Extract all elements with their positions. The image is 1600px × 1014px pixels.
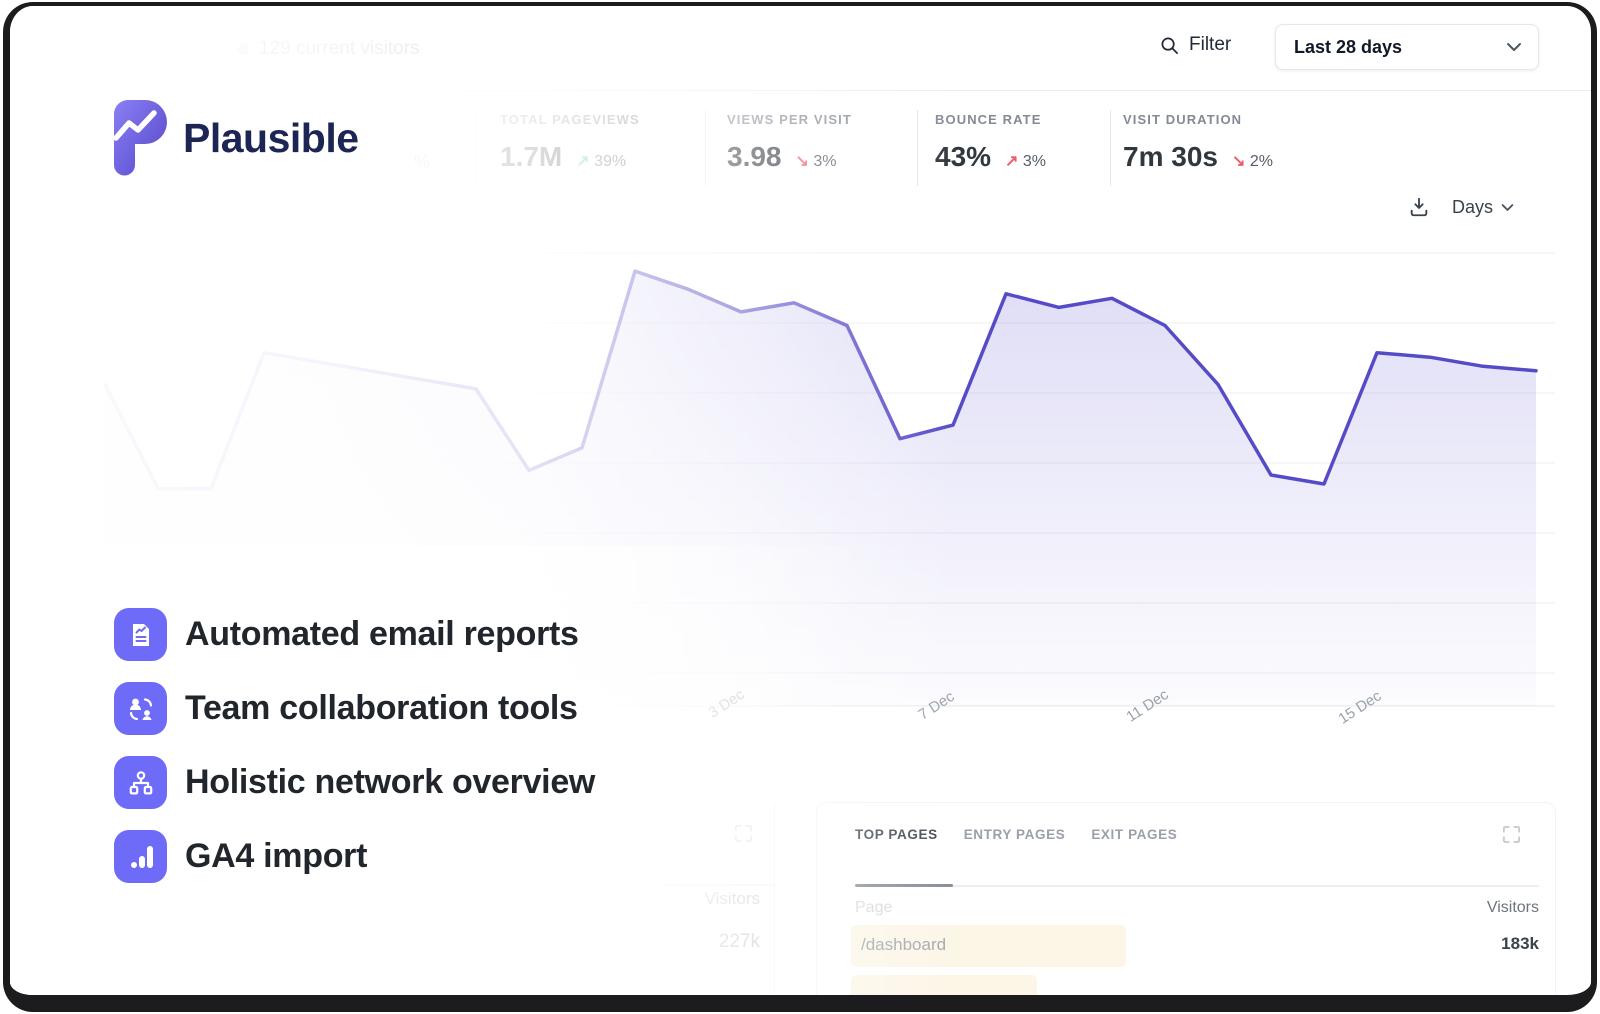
x-tick: 15 Dec <box>1335 687 1385 728</box>
stat-value: 3.98 <box>727 141 782 172</box>
stat-total-pageviews: TOTAL PAGEVIEWS 1.7M ↗ 39% <box>500 112 700 173</box>
stat-label: VISIT DURATION <box>1123 112 1243 127</box>
search-icon <box>1161 37 1178 54</box>
feature-label: Holistic network overview <box>185 763 596 801</box>
download-icon[interactable] <box>1408 196 1430 218</box>
x-tick: 7 Dec <box>915 688 958 724</box>
table-row[interactable]: /dashboard 183k <box>851 925 1539 967</box>
stat-label: TOTAL PAGEVIEWS <box>500 112 640 127</box>
header-divider <box>10 90 1591 91</box>
network-icon <box>114 756 167 809</box>
tabs-divider <box>855 885 1539 887</box>
stat-views-per-visit: VIEWS PER VISIT 3.98 ↘ 3% <box>727 112 927 173</box>
row-page: /dashboard <box>861 935 947 954</box>
feature-item: GA4 import <box>114 830 595 883</box>
date-range-value: Last 28 days <box>1294 36 1403 57</box>
bar-chart-ga4-icon <box>114 830 167 883</box>
chevron-down-icon <box>1501 203 1514 211</box>
team-icon <box>114 682 167 735</box>
stat-delta: 3% <box>1022 153 1047 170</box>
left-panel-visitors-value: 227k <box>718 931 760 952</box>
stat-divider <box>705 110 706 186</box>
live-dot-icon <box>238 43 249 55</box>
email-report-icon <box>114 608 167 661</box>
x-tick: 11 Dec <box>1123 686 1172 726</box>
stat-delta: 2% <box>1249 153 1273 170</box>
current-visitors: 129 current visitors <box>238 38 420 60</box>
feature-label: Team collaboration tools <box>185 689 578 727</box>
stat-value: 7m 30s <box>1123 141 1218 172</box>
stat-bounce-rate: BOUNCE RATE 43% ↗ 3% <box>935 112 1135 173</box>
chevron-down-icon <box>1507 43 1521 51</box>
stat-label: VIEWS PER VISIT <box>727 112 852 127</box>
table-row[interactable] <box>851 975 1539 995</box>
plausible-wordmark: Plausible <box>183 114 359 161</box>
filter-button[interactable]: Filter <box>1160 34 1231 56</box>
left-panel-visitors-header: Visitors <box>704 889 760 908</box>
feature-item: Automated email reports <box>114 608 595 661</box>
stat-label: BOUNCE RATE <box>935 112 1042 127</box>
interval-value: Days <box>1452 196 1494 217</box>
stat-delta: 3% <box>813 153 837 170</box>
tab-exit-pages[interactable]: EXIT PAGES <box>1091 827 1178 842</box>
top-pages-panel: TOP PAGES ENTRY PAGES EXIT PAGES Page Vi… <box>816 802 1556 995</box>
trend-down-icon: ↘ <box>795 153 809 170</box>
stat-value: 1.7M <box>500 141 563 172</box>
table-header: Page Visitors <box>855 899 1539 917</box>
row-bar <box>851 975 1037 995</box>
stat-value: 43% <box>935 141 992 172</box>
left-panel-edge <box>774 804 775 995</box>
ghost-percent: % <box>414 152 431 172</box>
dashboard-card: 129 current visitors Filter Last 28 days… <box>3 2 1597 1012</box>
row-visitors: 183k <box>1501 934 1539 953</box>
plausible-logo-icon <box>114 100 167 176</box>
expand-icon[interactable] <box>1502 825 1521 844</box>
active-tab-underline <box>855 884 953 887</box>
date-range-select[interactable]: Last 28 days <box>1275 24 1539 70</box>
filter-label: Filter <box>1189 34 1232 55</box>
chart-controls: Days <box>1408 196 1514 218</box>
tab-entry-pages[interactable]: ENTRY PAGES <box>963 827 1066 842</box>
feature-label: GA4 import <box>185 837 368 875</box>
feature-label: Automated email reports <box>185 615 579 653</box>
trend-up-icon: ↗ <box>1005 153 1019 170</box>
tab-top-pages[interactable]: TOP PAGES <box>855 827 938 842</box>
stat-divider <box>475 110 476 186</box>
interval-select[interactable]: Days <box>1452 197 1514 218</box>
network-icon-item: Holistic network overview <box>114 756 595 809</box>
expand-icon[interactable] <box>734 824 753 843</box>
x-tick: 3 Dec <box>705 686 748 722</box>
feature-item: Team collaboration tools <box>114 682 595 735</box>
trend-down-icon: ↘ <box>1231 153 1246 170</box>
current-visitors-label: 129 current visitors <box>259 38 420 59</box>
stat-delta: 39% <box>594 153 627 170</box>
left-panel-divider <box>658 884 774 886</box>
stat-visit-duration: VISIT DURATION 7m 30s ↘ 2% <box>1123 112 1323 173</box>
pages-tabs: TOP PAGES ENTRY PAGES EXIT PAGES <box>855 827 1177 842</box>
column-visitors: Visitors <box>1486 899 1539 916</box>
column-page: Page <box>855 899 893 916</box>
feature-list: Automated email reports Team collaborati… <box>114 608 595 883</box>
trend-up-icon: ↗ <box>576 153 590 170</box>
plausible-logo: Plausible <box>114 100 359 176</box>
